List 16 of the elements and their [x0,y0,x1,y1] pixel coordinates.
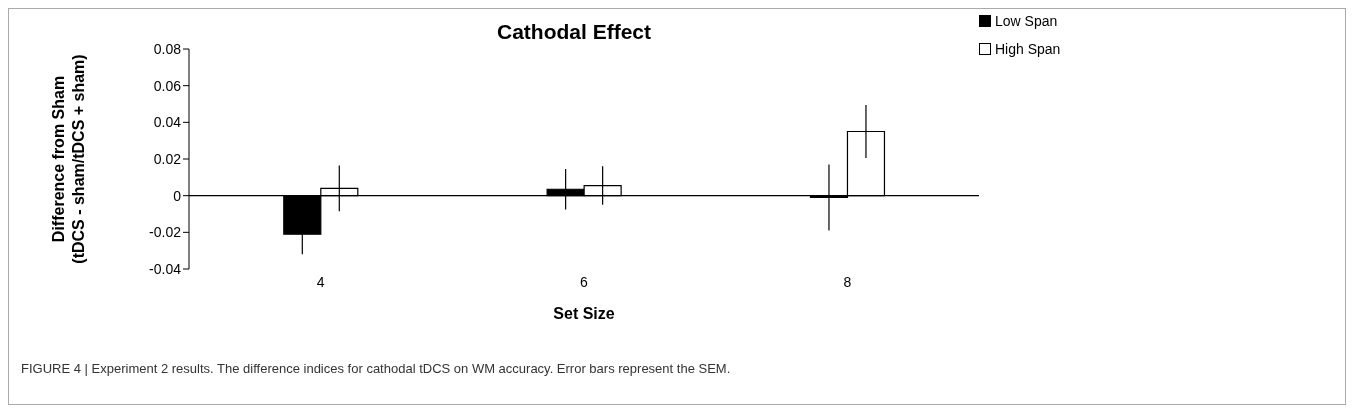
y-tick-label: -0.02 [149,224,182,241]
legend-label: High Span [995,41,1061,57]
legend-label: Low Span [995,13,1058,29]
y-tick-label: 0.04 [153,114,182,131]
x-axis-title: Set Size [553,305,615,322]
y-tick-label: 0.06 [153,77,182,94]
chart-title: Cathodal Effect [496,20,652,43]
y-tick-label: 0.02 [153,150,182,167]
y-tick-label: 0.08 [153,40,182,57]
x-tick-label: 4 [316,273,325,290]
y-axis-title: Difference from Sham (tDCS - sham/tDCS + sham) [50,54,87,264]
x-tick-label: 6 [580,273,589,290]
x-tick-label: 8 [843,273,852,290]
y-tick-label: -0.04 [149,260,182,277]
caption: FIGURE 4 | Experiment 2 results. The difference indices for cathodal tDCS on WM accuracy. Error bars represent the SEM. [21,361,731,376]
y-tick-label: 0 [173,187,182,204]
